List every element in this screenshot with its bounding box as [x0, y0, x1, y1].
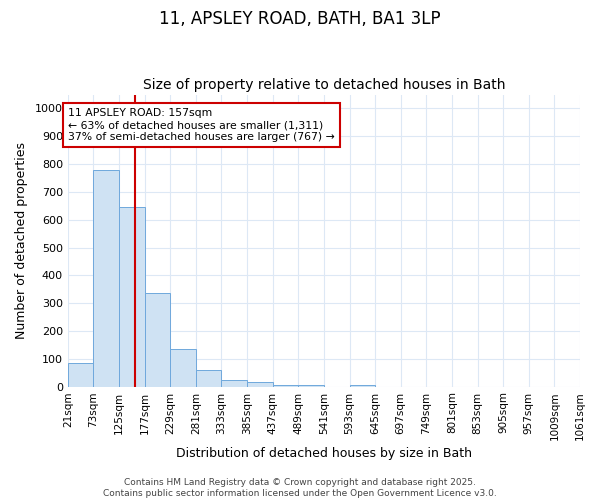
Bar	[298, 385, 324, 386]
Bar	[145, 294, 170, 386]
Bar	[68, 363, 94, 386]
Bar	[221, 380, 247, 386]
Bar	[196, 370, 221, 386]
Text: 11 APSLEY ROAD: 157sqm
← 63% of detached houses are smaller (1,311)
37% of semi-: 11 APSLEY ROAD: 157sqm ← 63% of detached…	[68, 108, 335, 142]
Bar	[350, 385, 375, 386]
Title: Size of property relative to detached houses in Bath: Size of property relative to detached ho…	[143, 78, 505, 92]
Text: 11, APSLEY ROAD, BATH, BA1 3LP: 11, APSLEY ROAD, BATH, BA1 3LP	[159, 10, 441, 28]
Text: Contains HM Land Registry data © Crown copyright and database right 2025.
Contai: Contains HM Land Registry data © Crown c…	[103, 478, 497, 498]
Bar	[94, 170, 119, 386]
X-axis label: Distribution of detached houses by size in Bath: Distribution of detached houses by size …	[176, 447, 472, 460]
Bar	[247, 382, 272, 386]
Bar	[170, 349, 196, 387]
Y-axis label: Number of detached properties: Number of detached properties	[15, 142, 28, 339]
Bar	[119, 207, 145, 386]
Bar	[272, 385, 298, 386]
